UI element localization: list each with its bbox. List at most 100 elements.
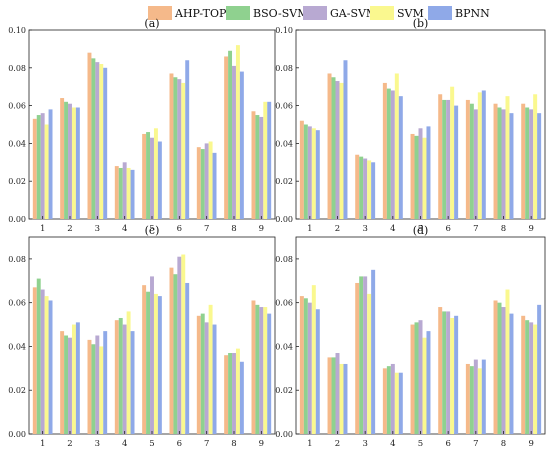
bar-ga-svm-8 (501, 109, 506, 219)
bar-ahp-topsis-9 (521, 315, 526, 434)
x-tick-label: 3 (95, 439, 100, 449)
bar-ga-svm-4 (122, 162, 127, 219)
bar-bso-svm-2 (64, 101, 69, 219)
bar-ga-svm-6 (177, 79, 182, 219)
bar-bpnn-5 (157, 296, 162, 434)
legend-item-5: BPNN (428, 5, 490, 21)
bar-ga-svm-3 (95, 62, 100, 219)
x-tick-label: 7 (473, 439, 478, 449)
bar-bso-svm-9 (525, 107, 530, 219)
bar-svm-8 (235, 45, 240, 220)
bar-ahp-topsis-8 (224, 56, 229, 220)
x-tick-label: 6 (177, 224, 182, 234)
bar-ahp-topsis-4 (382, 82, 387, 219)
bar-bso-svm-5 (146, 291, 151, 434)
bar-ga-svm-5 (418, 320, 423, 434)
bar-ahp-topsis-3 (87, 52, 92, 220)
bar-ga-svm-3 (363, 276, 368, 434)
bar-bpnn-7 (481, 90, 486, 219)
y-tick-label: 0.00 (275, 215, 293, 224)
bar-bso-svm-8 (228, 50, 233, 219)
bar-ga-svm-9 (259, 116, 264, 219)
x-tick-label: 5 (418, 439, 423, 449)
bar-ga-svm-8 (232, 353, 236, 434)
bar-ga-svm-9 (259, 307, 264, 434)
bar-bpnn-1 (48, 300, 53, 434)
x-tick-label: 8 (231, 224, 236, 234)
bar-bso-svm-2 (64, 335, 69, 434)
y-tick-label: 0.06 (8, 299, 26, 308)
bar-ga-svm-9 (529, 109, 534, 219)
bar-ahp-topsis-1 (299, 120, 304, 219)
y-tick-label: 0.08 (275, 64, 293, 73)
y-tick-label: 0.08 (8, 255, 26, 264)
bar-ga-svm-2 (68, 103, 72, 219)
x-tick-label: 1 (307, 224, 312, 234)
x-tick-label: 6 (445, 224, 450, 234)
y-tick-label: 0.00 (8, 430, 26, 439)
x-tick-label: 2 (67, 224, 72, 234)
bar-svm-2 (339, 82, 344, 219)
bar-ahp-topsis-5 (410, 133, 415, 219)
bar-bso-svm-5 (414, 135, 419, 219)
bar-ga-svm-8 (232, 65, 236, 219)
bar-ahp-topsis-5 (142, 133, 147, 219)
bar-ga-svm-5 (150, 276, 154, 434)
bar-bso-svm-7 (200, 313, 205, 434)
bar-ahp-topsis-5 (142, 285, 147, 434)
bar-bso-svm-3 (359, 276, 364, 434)
bar-ahp-topsis-1 (299, 296, 304, 434)
bar-ga-svm-9 (529, 322, 534, 434)
bar-bpnn-3 (103, 331, 108, 434)
bar-bso-svm-1 (36, 115, 41, 219)
bar-ga-svm-3 (95, 335, 100, 434)
x-tick-label: 8 (231, 439, 236, 449)
bar-svm-6 (450, 317, 455, 434)
bar-bso-svm-5 (414, 322, 419, 434)
chart-panel-1: 0.00 0.02 0.04 0.06 0.08 0.10 (a) 1 2 3 4 5 6 7 8 9 (8, 17, 276, 234)
x-tick-label: 8 (501, 439, 506, 449)
bar-svm-4 (126, 167, 131, 219)
bar-svm-5 (153, 293, 158, 434)
bar-bpnn-3 (371, 162, 376, 219)
bar-ga-svm-5 (418, 128, 423, 219)
x-tick-label: 4 (390, 439, 395, 449)
bar-bso-svm-9 (255, 115, 260, 219)
bar-ahp-topsis-9 (251, 300, 256, 434)
bar-bso-svm-7 (469, 103, 474, 219)
bar-ahp-topsis-9 (521, 103, 526, 219)
bar-ga-svm-8 (501, 307, 506, 434)
y-tick-label: 0.04 (8, 342, 26, 351)
bar-svm-8 (505, 96, 510, 219)
y-tick-label: 0.02 (8, 177, 26, 186)
bar-bso-svm-9 (525, 320, 530, 434)
bar-svm-4 (126, 311, 131, 434)
bar-bso-svm-4 (118, 167, 123, 219)
bar-bpnn-1 (315, 309, 320, 434)
bar-svm-3 (367, 160, 372, 219)
bar-bpnn-1 (48, 109, 53, 219)
bar-ga-svm-6 (177, 256, 182, 434)
bar-bso-svm-9 (255, 304, 260, 434)
bar-ahp-topsis-7 (196, 147, 201, 219)
y-tick-label: 0.06 (275, 299, 293, 308)
bar-ahp-topsis-8 (493, 300, 498, 434)
bar-ga-svm-7 (204, 322, 209, 434)
bar-ahp-topsis-7 (465, 363, 470, 434)
chart-panel-2: 0.00 0.02 0.04 0.06 0.08 0.10 (b) 1 2 3 4 5 6 7 8 9 (275, 17, 546, 234)
bar-svm-9 (263, 101, 268, 219)
legend-item-2: BSO-SVM (226, 5, 309, 21)
x-tick-label: 9 (528, 439, 533, 449)
legend-label: BPNN (455, 6, 490, 20)
bar-ga-svm-1 (307, 302, 312, 434)
bar-bpnn-2 (343, 60, 348, 219)
legend-label: SVM (397, 6, 424, 20)
bar-svm-9 (533, 94, 538, 219)
bar-ahp-topsis-3 (87, 339, 92, 434)
bar-bso-svm-8 (497, 107, 502, 219)
bar-svm-1 (44, 124, 49, 219)
legend-item-4: SVM (370, 5, 424, 21)
bar-bpnn-6 (185, 60, 190, 219)
bar-ahp-topsis-1 (32, 287, 37, 434)
